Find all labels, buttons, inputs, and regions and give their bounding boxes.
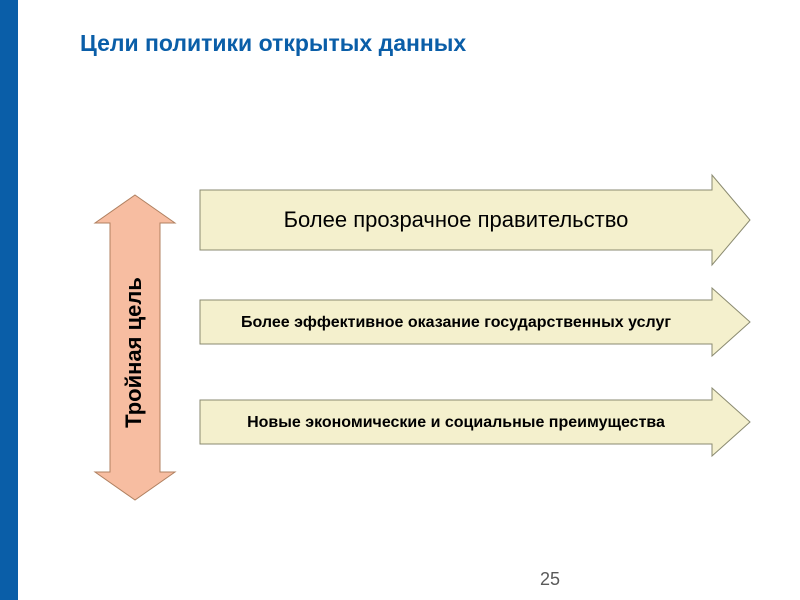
- horizontal-arrow-label-0: Более прозрачное правительство: [284, 207, 629, 232]
- vertical-arrow-label: Тройная цель: [121, 277, 146, 428]
- goals-diagram: Тройная цель Более прозрачное правительст…: [0, 0, 800, 600]
- horizontal-arrow-label-1: Более эффективное оказание государственн…: [241, 314, 671, 331]
- horizontal-arrow-label-2: Новые экономические и социальные преимущ…: [247, 414, 665, 431]
- page-number: 25: [540, 569, 560, 590]
